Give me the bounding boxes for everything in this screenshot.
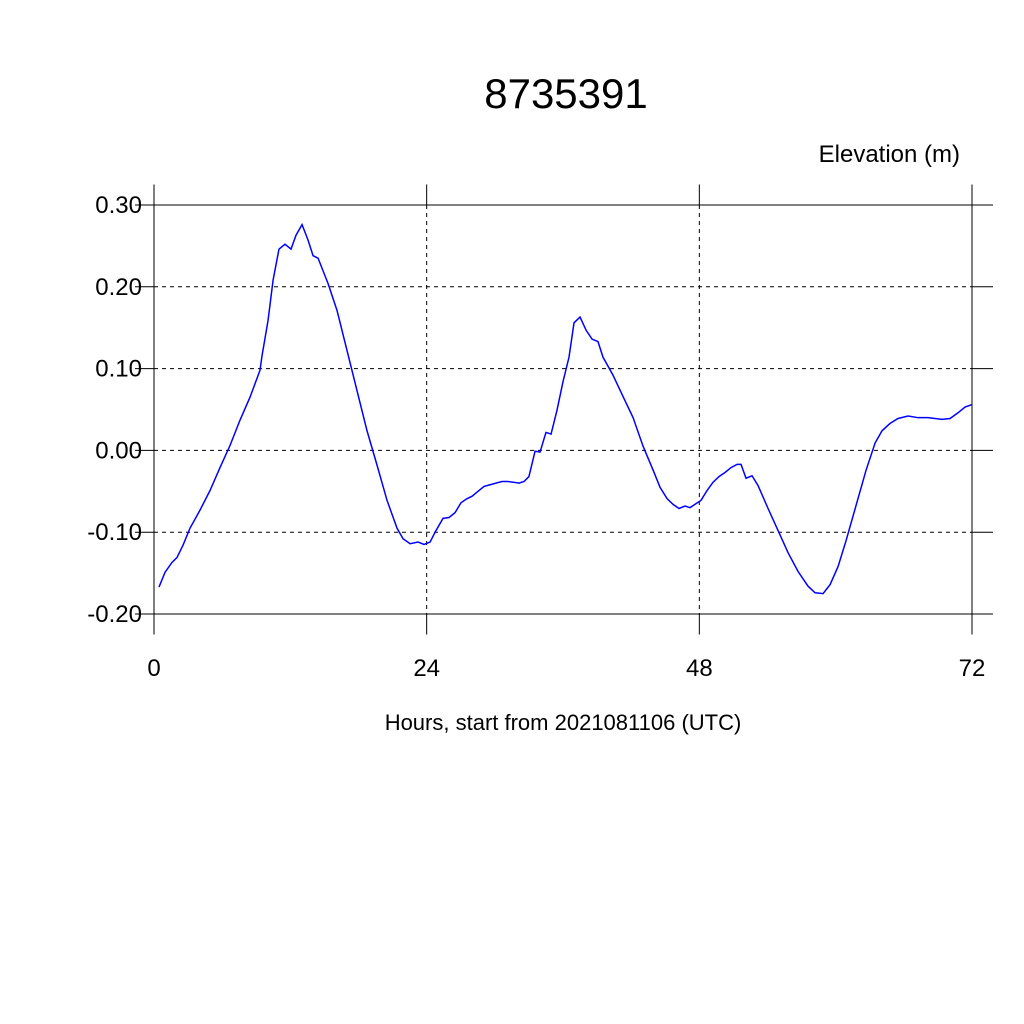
x-axis-label: Hours, start from 2021081106 (UTC) xyxy=(385,710,742,735)
data-line xyxy=(158,222,973,595)
y-tick-label: 0.00 xyxy=(95,437,142,464)
y-axis-label: Elevation (m) xyxy=(819,141,960,168)
x-tick-label: 0 xyxy=(147,655,160,682)
x-tick-label: 72 xyxy=(959,655,986,682)
y-tick-label: -0.20 xyxy=(87,601,142,628)
chart-title: 8735391 xyxy=(484,70,648,117)
y-tick-label: 0.20 xyxy=(95,274,142,301)
y-tick-label: 0.10 xyxy=(95,356,142,383)
x-tick-label: 24 xyxy=(413,655,440,682)
x-tick-label: 48 xyxy=(686,655,713,682)
y-tick-label: -0.10 xyxy=(87,519,142,546)
y-tick-label: 0.30 xyxy=(95,192,142,219)
